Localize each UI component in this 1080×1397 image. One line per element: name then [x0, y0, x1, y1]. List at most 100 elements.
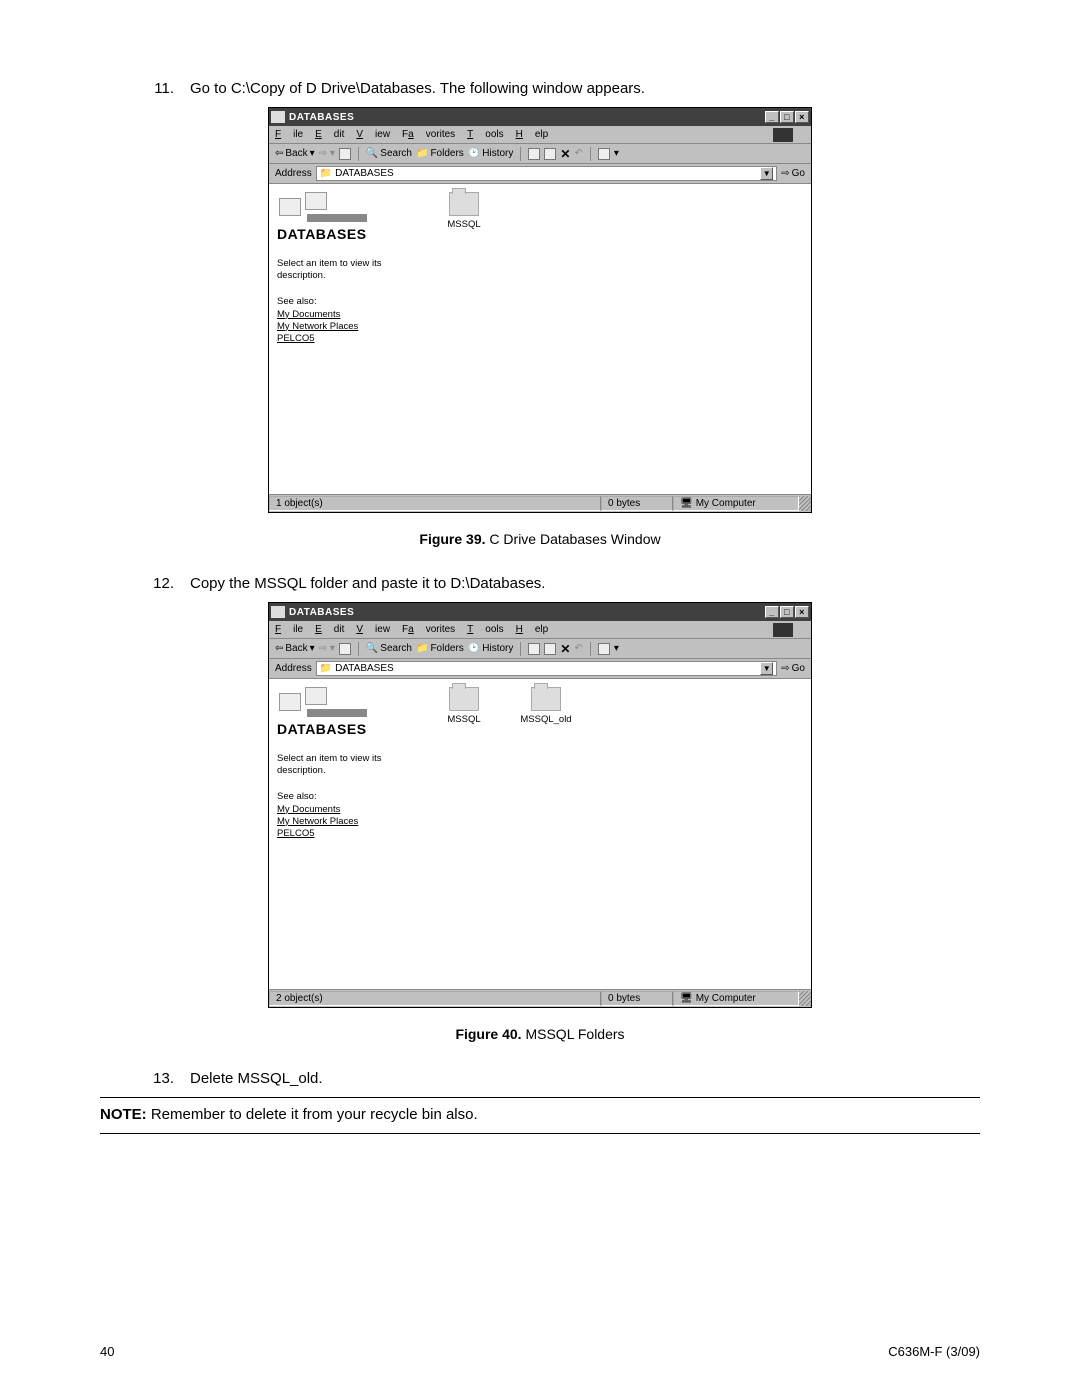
- close-button[interactable]: ×: [795, 606, 809, 618]
- maximize-button[interactable]: □: [780, 111, 794, 123]
- status-objects: 1 object(s): [269, 496, 601, 511]
- minimize-button[interactable]: _: [765, 606, 779, 618]
- menu-edit[interactable]: Edit: [315, 129, 344, 140]
- search-button[interactable]: 🔍Search: [366, 643, 412, 654]
- content-area: DATABASES Select an item to view its des…: [269, 184, 811, 494]
- doc-id: C636M-F (3/09): [888, 1344, 980, 1359]
- link-my-network-places[interactable]: My Network Places: [277, 816, 419, 827]
- titlebar: DATABASES _ □ ×: [269, 603, 811, 621]
- address-label: Address: [275, 663, 312, 674]
- status-bytes: 0 bytes: [601, 991, 673, 1006]
- toolbar: ⇦ Back ▾ ⇨ ▾ 🔍Search 📁Folders 🕑History ✕…: [269, 639, 811, 659]
- step-number: 11.: [100, 80, 190, 97]
- views-button[interactable]: [598, 148, 610, 160]
- left-panel: DATABASES Select an item to view its des…: [269, 184, 427, 494]
- forward-button[interactable]: ⇨ ▾: [319, 148, 335, 159]
- address-field[interactable]: 📁 DATABASES ▼: [316, 166, 778, 181]
- delete-icon[interactable]: ✕: [560, 642, 570, 656]
- menu-file[interactable]: File: [275, 129, 303, 140]
- statusbar: 1 object(s) 0 bytes 🖥 My Computer: [269, 494, 811, 512]
- menu-help[interactable]: Help: [516, 624, 549, 635]
- go-button[interactable]: ⇨Go: [781, 663, 805, 674]
- undo-icon[interactable]: ↶: [574, 148, 582, 159]
- statusbar: 2 object(s) 0 bytes 🖥 My Computer: [269, 989, 811, 1007]
- resize-grip[interactable]: [799, 991, 811, 1006]
- search-button[interactable]: 🔍Search: [366, 148, 412, 159]
- folder-icon: [449, 192, 479, 216]
- maximize-button[interactable]: □: [780, 606, 794, 618]
- window-title: DATABASES: [289, 112, 354, 123]
- menu-favorites[interactable]: Favorites: [402, 129, 455, 140]
- resize-grip[interactable]: [799, 496, 811, 511]
- folder-label: MSSQL: [447, 714, 480, 725]
- figure-39-caption: Figure 39. C Drive Databases Window: [100, 531, 980, 547]
- menu-help[interactable]: Help: [516, 129, 549, 140]
- status-objects: 2 object(s): [269, 991, 601, 1006]
- close-button[interactable]: ×: [795, 111, 809, 123]
- delete-icon[interactable]: ✕: [560, 147, 570, 161]
- address-field[interactable]: 📁 DATABASES ▼: [316, 661, 778, 676]
- menubar: File Edit View Favorites Tools Help: [269, 126, 811, 144]
- menu-view[interactable]: View: [356, 129, 390, 140]
- folders-button[interactable]: 📁Folders: [416, 148, 464, 159]
- forward-button[interactable]: ⇨ ▾: [319, 643, 335, 654]
- link-my-documents[interactable]: My Documents: [277, 309, 419, 320]
- brand-logo: [773, 623, 793, 637]
- status-location: 🖥 My Computer: [673, 496, 799, 511]
- menu-edit[interactable]: Edit: [315, 624, 344, 635]
- address-bar: Address 📁 DATABASES ▼ ⇨Go: [269, 659, 811, 679]
- views-button[interactable]: [598, 643, 610, 655]
- menu-tools[interactable]: Tools: [467, 129, 503, 140]
- move-to-icon[interactable]: [528, 643, 540, 655]
- folder-mssql-old[interactable]: MSSQL_old: [519, 687, 573, 725]
- undo-icon[interactable]: ↶: [574, 643, 582, 654]
- history-button[interactable]: 🕑History: [468, 148, 514, 159]
- see-also-label: See also:: [277, 791, 419, 802]
- page-footer: 40 C636M-F (3/09): [100, 1344, 980, 1359]
- address-dropdown[interactable]: ▼: [760, 167, 773, 180]
- folders-button[interactable]: 📁Folders: [416, 643, 464, 654]
- move-to-icon[interactable]: [528, 148, 540, 160]
- menu-favorites[interactable]: Favorites: [402, 624, 455, 635]
- toolbar: ⇦ Back ▾ ⇨ ▾ 🔍Search 📁Folders 🕑History ✕…: [269, 144, 811, 164]
- screenshot-databases-window-2: DATABASES _ □ × File Edit View Favorites…: [268, 602, 812, 1008]
- copy-to-icon[interactable]: [544, 148, 556, 160]
- step-12: 12. Copy the MSSQL folder and paste it t…: [100, 575, 980, 592]
- panel-description: Select an item to view its description.: [277, 753, 419, 777]
- link-pelco5[interactable]: PELCO5: [277, 828, 419, 839]
- status-location: 🖥 My Computer: [673, 991, 799, 1006]
- note: NOTE: Remember to delete it from your re…: [100, 1106, 980, 1123]
- go-button[interactable]: ⇨Go: [781, 168, 805, 179]
- window-title: DATABASES: [289, 607, 354, 618]
- link-my-documents[interactable]: My Documents: [277, 804, 419, 815]
- step-number: 12.: [100, 575, 190, 592]
- menu-file[interactable]: File: [275, 624, 303, 635]
- folder-icon: [531, 687, 561, 711]
- step-number: 13.: [100, 1070, 190, 1087]
- folder-mssql[interactable]: MSSQL: [437, 192, 491, 230]
- panel-title: DATABASES: [277, 226, 419, 242]
- back-button[interactable]: ⇦ Back ▾: [275, 643, 315, 654]
- history-button[interactable]: 🕑History: [468, 643, 514, 654]
- step-text: Delete MSSQL_old.: [190, 1070, 980, 1087]
- up-button[interactable]: [339, 148, 351, 160]
- minimize-button[interactable]: _: [765, 111, 779, 123]
- link-my-network-places[interactable]: My Network Places: [277, 321, 419, 332]
- file-pane[interactable]: MSSQL: [427, 184, 811, 494]
- page-number: 40: [100, 1344, 114, 1359]
- step-13: 13. Delete MSSQL_old.: [100, 1070, 980, 1087]
- step-11: 11. Go to C:\Copy of D Drive\Databases. …: [100, 80, 980, 97]
- copy-to-icon[interactable]: [544, 643, 556, 655]
- menu-view[interactable]: View: [356, 624, 390, 635]
- horizontal-rule: [100, 1097, 980, 1098]
- address-dropdown[interactable]: ▼: [760, 662, 773, 675]
- folder-mssql[interactable]: MSSQL: [437, 687, 491, 725]
- menu-tools[interactable]: Tools: [467, 624, 503, 635]
- back-button[interactable]: ⇦ Back ▾: [275, 148, 315, 159]
- file-pane[interactable]: MSSQL MSSQL_old: [427, 679, 811, 989]
- address-label: Address: [275, 168, 312, 179]
- left-panel: DATABASES Select an item to view its des…: [269, 679, 427, 989]
- step-text: Go to C:\Copy of D Drive\Databases. The …: [190, 80, 980, 97]
- link-pelco5[interactable]: PELCO5: [277, 333, 419, 344]
- up-button[interactable]: [339, 643, 351, 655]
